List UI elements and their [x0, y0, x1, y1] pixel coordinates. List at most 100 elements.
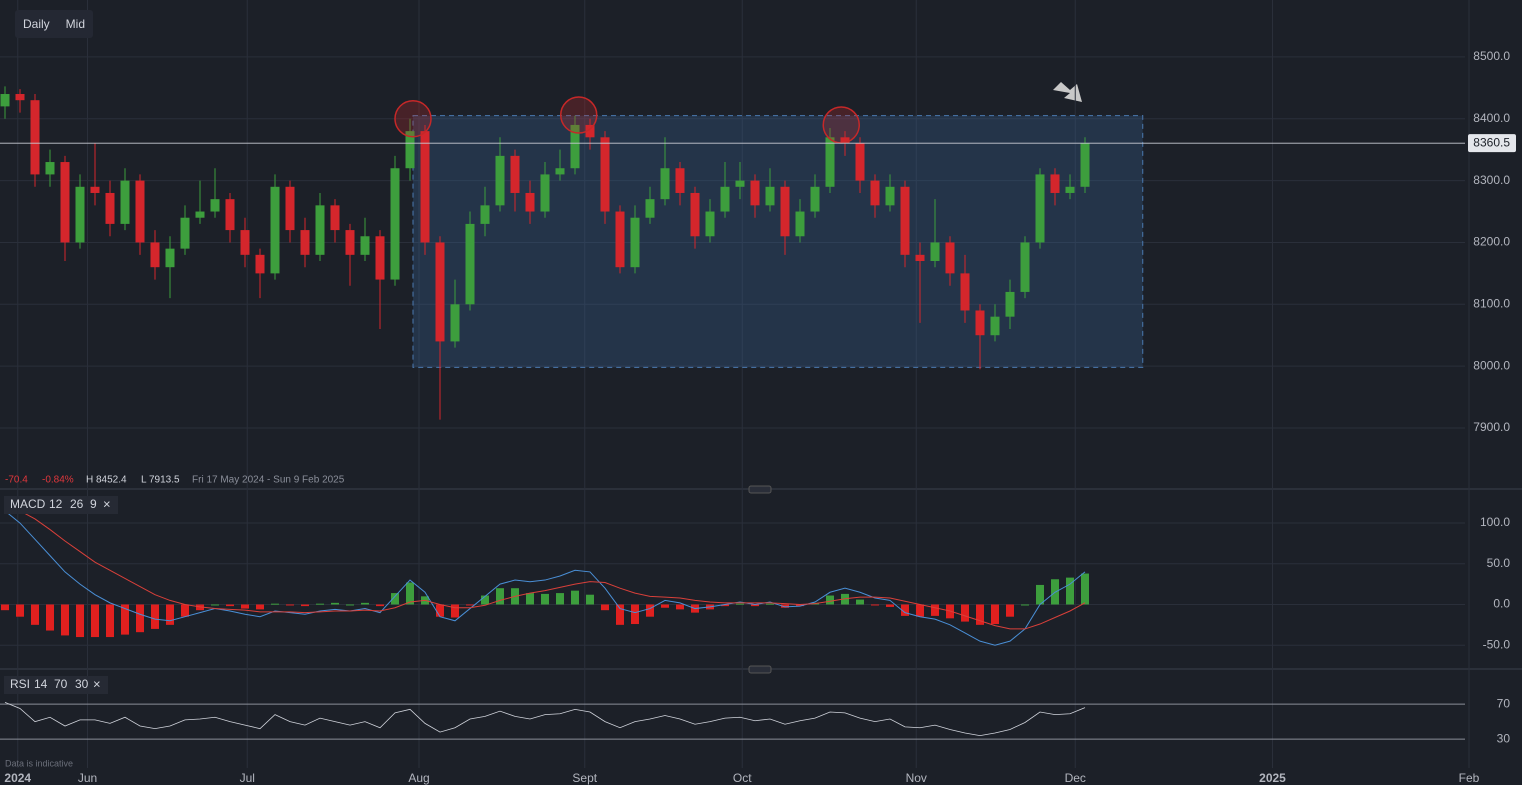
- x-tick-label: Feb: [1459, 771, 1480, 785]
- candle-body: [420, 131, 430, 243]
- candle-body: [630, 217, 640, 268]
- x-tick-label: Oct: [733, 771, 752, 785]
- pane-handle[interactable]: [748, 485, 772, 494]
- candle-body: [780, 186, 790, 237]
- candle-body: [15, 94, 25, 101]
- histogram-bar: [481, 595, 489, 605]
- candle-body: [885, 186, 895, 206]
- histogram-bar: [496, 588, 504, 605]
- y-tick-label: 8400.0: [1473, 111, 1510, 125]
- interval-button[interactable]: Daily: [23, 17, 50, 31]
- candle-body: [165, 248, 175, 268]
- histogram-bar: [76, 604, 84, 638]
- candle-body: [495, 155, 505, 206]
- histogram-bar: [301, 604, 309, 607]
- price-type-button[interactable]: Mid: [65, 17, 86, 31]
- histogram-bar: [451, 604, 459, 618]
- candle-body: [690, 192, 700, 237]
- range-box: [412, 115, 1144, 368]
- histogram-bar: [916, 604, 924, 617]
- y-tick-label: 8000.0: [1473, 358, 1510, 372]
- candle-body: [705, 211, 715, 237]
- histogram-bar: [436, 604, 444, 617]
- high: H 8452.4: [86, 475, 127, 486]
- close-button[interactable]: ×: [93, 676, 101, 691]
- highlight-circle: [822, 106, 860, 144]
- candle-body: [270, 186, 280, 274]
- histogram-bar: [46, 604, 54, 631]
- histogram-bar: [661, 604, 669, 608]
- y-tick-label: 30: [1497, 731, 1511, 745]
- histogram-bar: [856, 599, 864, 605]
- candle-body: [435, 242, 445, 342]
- histogram-bar: [391, 593, 399, 605]
- x-tick-label: Jun: [78, 771, 97, 785]
- histogram-bar: [1006, 604, 1014, 617]
- candle-body: [765, 186, 775, 206]
- change: -70.4: [5, 475, 28, 486]
- histogram-bar: [766, 603, 774, 605]
- candle-body: [30, 100, 40, 175]
- histogram-bar: [1081, 573, 1089, 605]
- histogram-bar: [1036, 584, 1044, 605]
- candle-body: [915, 254, 925, 262]
- histogram-bar: [151, 604, 159, 629]
- toolbar: Daily Mid: [15, 10, 94, 38]
- pane-handle[interactable]: [748, 665, 772, 674]
- candle-body: [375, 236, 385, 280]
- histogram-bar: [1066, 577, 1074, 605]
- candle-body: [45, 162, 55, 175]
- x-tick-label: 2025: [1259, 771, 1286, 785]
- candle-body: [870, 180, 880, 206]
- param: 14: [34, 677, 48, 691]
- footer-note: Data is indicative: [5, 758, 73, 768]
- candle-body: [255, 254, 265, 274]
- candle-body: [315, 205, 325, 255]
- histogram-bar: [226, 604, 234, 607]
- last-price-box: [1468, 134, 1516, 153]
- histogram-bar: [751, 604, 759, 607]
- candle-body: [960, 273, 970, 311]
- candle-body: [615, 211, 625, 268]
- y-tick-label: 50.0: [1487, 556, 1511, 570]
- candle-body: [795, 211, 805, 237]
- candle-body: [180, 217, 190, 249]
- candle-body: [1005, 291, 1015, 317]
- histogram-bar: [316, 603, 324, 605]
- histogram-bar: [646, 604, 654, 617]
- highlight-circle: [560, 96, 598, 134]
- histogram-bar: [241, 604, 249, 609]
- highlight-circle: [394, 100, 432, 138]
- candle-body: [0, 94, 10, 107]
- histogram-bar: [631, 604, 639, 625]
- candle-body: [555, 168, 565, 175]
- candle-body: [1080, 143, 1090, 187]
- histogram-bar: [601, 604, 609, 611]
- candle-body: [855, 143, 865, 181]
- histogram-bar: [181, 604, 189, 617]
- histogram-bar: [91, 604, 99, 638]
- histogram-bar: [136, 604, 144, 633]
- candle-body: [300, 230, 310, 255]
- candle-body: [75, 186, 85, 243]
- histogram-bar: [1021, 604, 1029, 606]
- param: 26: [70, 497, 84, 511]
- candle-body: [840, 137, 850, 144]
- histogram-bar: [721, 604, 729, 607]
- histogram-bar: [121, 604, 129, 635]
- histogram-bar: [781, 604, 789, 608]
- candle-body: [360, 236, 370, 255]
- candle-body: [735, 180, 745, 187]
- candle-body: [195, 211, 205, 218]
- histogram-bar: [826, 595, 834, 605]
- close-button[interactable]: ×: [103, 496, 111, 511]
- candle-body: [720, 186, 730, 212]
- candle-body: [450, 304, 460, 342]
- date-range: Fri 17 May 2024 - Sun 9 Feb 2025: [192, 475, 345, 486]
- histogram-bar: [106, 604, 114, 638]
- histogram-bar: [361, 602, 369, 605]
- y-tick-label: 70: [1497, 696, 1511, 710]
- candle-body: [480, 205, 490, 224]
